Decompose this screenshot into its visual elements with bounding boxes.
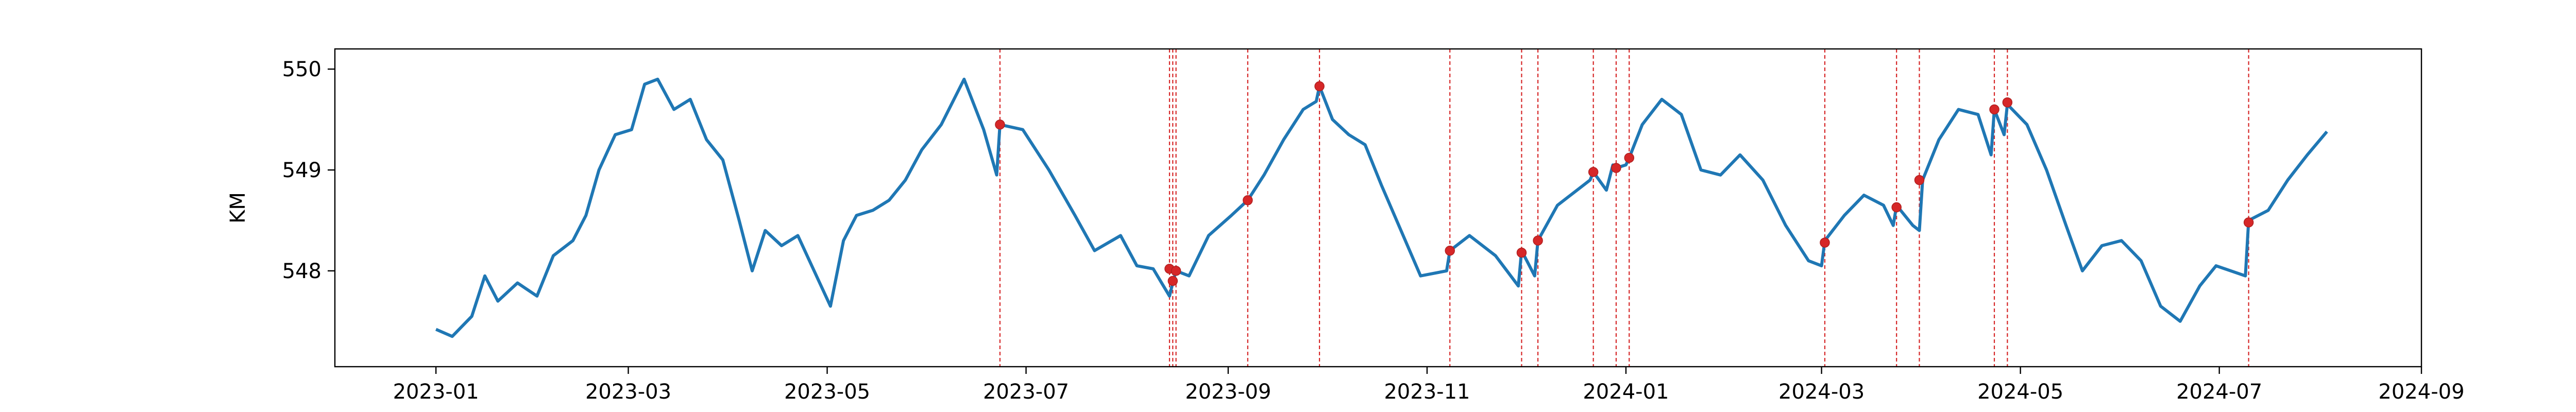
- event-marker-15: [1989, 104, 1999, 115]
- x-tick-label-4: 2023-09: [1185, 380, 1271, 404]
- x-tick-label-9: 2024-07: [2176, 380, 2262, 404]
- x-tick-label-8: 2024-05: [1977, 380, 2063, 404]
- x-tick-label-6: 2024-01: [1583, 380, 1669, 404]
- event-marker-17: [2243, 217, 2254, 228]
- x-tick-label-3: 2023-07: [983, 380, 1069, 404]
- x-tick-label-10: 2024-09: [2378, 380, 2464, 404]
- event-marker-11: [1624, 152, 1635, 163]
- x-axis: 2023-01 2023-03 2023-05 2023-07 2023-09 2023-…: [393, 367, 2465, 404]
- event-marker-5: [1314, 81, 1325, 92]
- event-marker-4: [1243, 195, 1253, 205]
- x-tick-label-7: 2024-03: [1778, 380, 1865, 404]
- y-tick-label-1: 549: [282, 159, 321, 182]
- plot-frame: [334, 48, 2422, 368]
- event-marker-12: [1820, 237, 1830, 248]
- event-marker-6: [1445, 245, 1455, 256]
- series-layer: [435, 77, 2328, 338]
- x-tick-label-1: 2023-03: [585, 380, 671, 404]
- event-marker-9: [1588, 167, 1599, 177]
- event-marker-10: [1611, 163, 1621, 173]
- event-markers: [995, 81, 2254, 286]
- y-axis: 548 549 550: [282, 58, 335, 283]
- series-line-0: [435, 77, 2328, 338]
- x-tick-label-2: 2023-05: [784, 380, 870, 404]
- event-marker-8: [1533, 235, 1543, 246]
- event-marker-14: [1914, 175, 1925, 185]
- event-marker-13: [1891, 202, 1902, 213]
- x-tick-label-5: 2023-11: [1384, 380, 1470, 404]
- event-marker-0: [995, 119, 1005, 130]
- y-tick-label-2: 550: [282, 58, 321, 81]
- event-marker-3: [1171, 266, 1181, 276]
- event-marker-16: [2002, 97, 2013, 108]
- x-tick-label-0: 2023-01: [393, 380, 479, 404]
- y-axis-label: KM: [226, 192, 250, 224]
- event-marker-7: [1516, 247, 1527, 258]
- y-tick-label-0: 548: [282, 260, 321, 283]
- event-marker-2: [1167, 276, 1178, 286]
